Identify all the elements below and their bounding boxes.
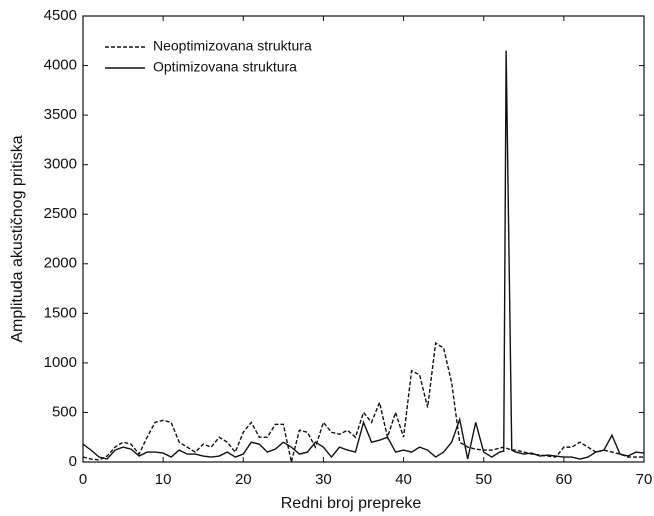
- legend-label: Optimizovana struktura: [153, 59, 297, 75]
- axis-box: [82, 15, 645, 463]
- x-tick-label: 70: [636, 471, 653, 488]
- y-tick-label: 2500: [44, 205, 77, 222]
- y-tick-label: 500: [52, 403, 77, 420]
- series-line: [82, 50, 645, 460]
- y-tick-label: 3000: [44, 156, 77, 173]
- y-tick-label: 4500: [44, 7, 77, 24]
- x-tick-label: 20: [235, 471, 252, 488]
- x-tick-label: 50: [475, 471, 492, 488]
- y-tick-label: 3500: [44, 106, 77, 123]
- y-tick-label: 4000: [44, 57, 77, 74]
- x-axis-label: Redni broj prepreke: [281, 495, 422, 512]
- y-axis-label: Amplituda akustičnog pritiska: [9, 135, 26, 342]
- series-line: [82, 341, 644, 463]
- y-tick-label: 1000: [44, 354, 77, 371]
- x-tick-label: 30: [315, 471, 332, 488]
- y-tick-label: 0: [69, 453, 77, 470]
- x-tick-label: 10: [155, 471, 172, 488]
- y-tick-label: 2000: [44, 255, 77, 272]
- x-tick-label: 0: [79, 471, 87, 488]
- legend-label: Neoptimizovana struktura: [153, 38, 312, 54]
- x-tick-label: 60: [556, 471, 573, 488]
- x-tick-label: 40: [395, 471, 412, 488]
- y-tick-label: 1500: [44, 304, 77, 321]
